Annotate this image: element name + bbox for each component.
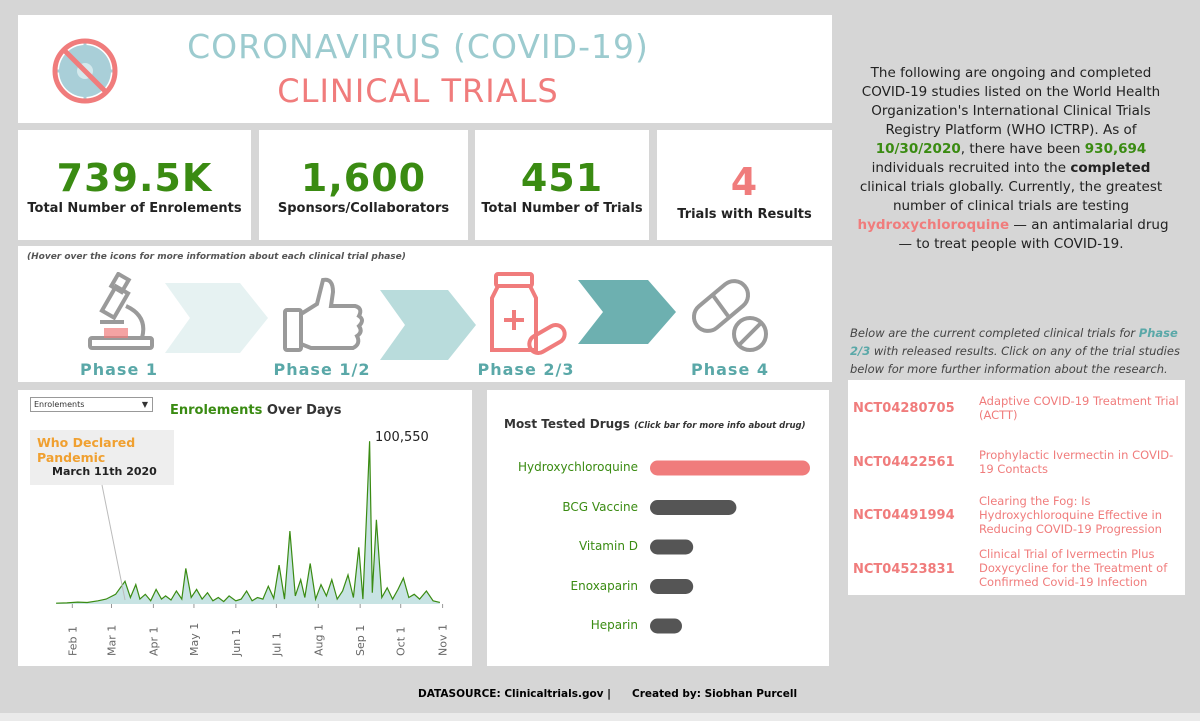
x-tick-label: Apr 1 bbox=[147, 626, 160, 656]
trial-id-2[interactable]: NCT04422561 bbox=[853, 455, 955, 470]
kpi-card-trials: 451 Total Number of Trials bbox=[475, 130, 649, 240]
title-panel: CORONAVIRUS (COVID-19) CLINICAL TRIALS bbox=[18, 15, 832, 123]
peak-label: 100,550 bbox=[375, 430, 429, 445]
kpi-card-sponsors: 1,600 Sponsors/Collaborators bbox=[259, 130, 468, 240]
kpi-value: 1,600 bbox=[300, 156, 427, 200]
medicine-bottle-icon[interactable] bbox=[484, 270, 568, 358]
trial-id-4[interactable]: NCT04523831 bbox=[853, 562, 955, 577]
trial-id-1[interactable]: NCT04280705 bbox=[853, 401, 955, 416]
microscope-icon[interactable] bbox=[86, 272, 156, 356]
info-count: 930,694 bbox=[1084, 141, 1147, 157]
drug-label[interactable]: Heparin bbox=[590, 618, 638, 632]
info-text-1: The following are ongoing and completed … bbox=[861, 65, 1161, 138]
drug-bar[interactable] bbox=[650, 618, 682, 634]
x-tick-label: Sep 1 bbox=[354, 625, 367, 656]
info-text-2: , there have been bbox=[960, 141, 1081, 157]
x-tick-label: May 1 bbox=[188, 623, 201, 656]
phase-label-3: Phase 2/3 bbox=[477, 360, 575, 379]
bottom-divider bbox=[0, 713, 1200, 721]
x-tick-label: Nov 1 bbox=[437, 624, 450, 656]
info-paragraph: The following are ongoing and completed … bbox=[848, 64, 1174, 254]
completed-trials-intro: Below are the current completed clinical… bbox=[850, 324, 1186, 378]
below-phase: Phase 2/3 bbox=[850, 326, 1178, 358]
trial-name-2[interactable]: Prophylactic Ivermectin in COVID-19 Cont… bbox=[979, 448, 1174, 476]
x-tick-label: Aug 1 bbox=[312, 624, 325, 656]
kpi-value: 739.5K bbox=[56, 156, 213, 200]
drug-bar[interactable] bbox=[650, 539, 694, 555]
title-green: Enrolements bbox=[170, 403, 263, 418]
measure-dropdown[interactable]: Enrolements ▼ bbox=[30, 397, 153, 412]
kpi-card-results: 4 Trials with Results bbox=[657, 130, 832, 240]
title-line1: CORONAVIRUS (COVID-19) bbox=[187, 27, 649, 66]
kpi-label: Total Number of Trials bbox=[481, 201, 643, 216]
arrow-1 bbox=[165, 283, 268, 353]
dropdown-value: Enrolements bbox=[34, 400, 85, 409]
arrow-2 bbox=[380, 290, 476, 360]
drugs-bar-chart bbox=[650, 460, 810, 634]
drugs-subtitle: (Click bar for more info about drug) bbox=[634, 421, 806, 431]
phase-label-4: Phase 4 bbox=[691, 360, 769, 379]
enrolement-area bbox=[56, 441, 440, 604]
arrow-3 bbox=[578, 280, 676, 344]
kpi-label: Trials with Results bbox=[677, 207, 812, 222]
x-tick-label: Feb 1 bbox=[66, 626, 79, 656]
info-completed: completed bbox=[1070, 160, 1151, 176]
drug-label[interactable]: Hydroxychloroquine bbox=[517, 460, 638, 474]
trial-name-4[interactable]: Clinical Trial of Ivermectin Plus Doxycy… bbox=[979, 547, 1168, 589]
phase-label-1: Phase 1 bbox=[80, 360, 158, 379]
thumbs-up-icon[interactable] bbox=[281, 274, 367, 354]
x-tick-label: Oct 1 bbox=[395, 626, 408, 656]
annotation-title: Who Declared Pandemic bbox=[37, 435, 136, 465]
drug-label[interactable]: BCG Vaccine bbox=[562, 499, 638, 514]
drugs-chart-title: Most Tested Drugs (Click bar for more in… bbox=[504, 417, 805, 431]
chevron-down-icon: ▼ bbox=[141, 400, 148, 409]
below-text-2: with released results. Click on any of t… bbox=[850, 344, 1180, 376]
trials-panel bbox=[848, 380, 1185, 595]
kpi-value: 451 bbox=[520, 156, 604, 200]
pandemic-annotation: Who Declared Pandemic March 11th 2020 bbox=[30, 430, 174, 485]
phases-note: (Hover over the icons for more informati… bbox=[27, 252, 406, 262]
info-drug: hydroxychloroquine bbox=[857, 217, 1010, 233]
kpi-label: Total Number of Enrolements bbox=[27, 201, 242, 216]
drugs-title: Most Tested Drugs bbox=[504, 417, 630, 431]
enrolement-area-chart: Feb 1 Mar 1 Apr 1 May 1 Jun 1 Jul 1 Aug 1 Sep 1… bbox=[56, 441, 450, 657]
footer-datasource: DATASOURCE: Clinicaltrials.gov | bbox=[418, 688, 612, 700]
kpi-value: 4 bbox=[730, 160, 759, 204]
drug-bar[interactable] bbox=[650, 460, 810, 476]
below-text-1: Below are the current completed clinical… bbox=[850, 326, 1136, 340]
title-rest: Over Days bbox=[262, 403, 342, 418]
info-text-5: — an antimalarial drug — to treat people… bbox=[898, 217, 1169, 252]
trial-id-3[interactable]: NCT04491994 bbox=[853, 508, 955, 523]
x-tick-label: Jun 1 bbox=[230, 628, 243, 657]
trial-name-1[interactable]: Adaptive COVID-19 Treatment Trial (ACTT) bbox=[979, 394, 1179, 422]
drug-label[interactable]: Enoxaparin bbox=[570, 578, 638, 593]
trial-name-3[interactable]: Clearing the Fog: Is Hydroxychloroquine … bbox=[979, 494, 1162, 536]
kpi-label: Sponsors/Collaborators bbox=[277, 201, 450, 216]
info-text-4: clinical trials globally. Currently, the… bbox=[859, 179, 1163, 214]
title-line2: CLINICAL TRIALS bbox=[277, 72, 559, 110]
enrolement-line bbox=[56, 441, 441, 604]
x-tick-label: Mar 1 bbox=[106, 625, 119, 656]
info-text-3: individuals recruited into the bbox=[871, 160, 1067, 176]
info-date: 10/30/2020 bbox=[875, 141, 961, 157]
phase-label-2: Phase 1/2 bbox=[273, 360, 371, 379]
annotation-leader bbox=[101, 484, 126, 601]
drug-label[interactable]: Vitamin D bbox=[578, 539, 638, 553]
phase-arrows bbox=[165, 280, 676, 360]
drug-bar[interactable] bbox=[650, 500, 737, 515]
footer-created: Created by: Siobhan Purcell bbox=[632, 688, 798, 700]
x-tick-label: Jul 1 bbox=[270, 632, 283, 657]
pill-icon[interactable] bbox=[686, 272, 772, 358]
drug-bar[interactable] bbox=[650, 579, 694, 594]
kpi-card-enrolements: 739.5K Total Number of Enrolements bbox=[18, 130, 251, 240]
annotation-date: March 11th 2020 bbox=[52, 465, 157, 478]
no-virus-icon bbox=[52, 38, 118, 104]
enrolement-chart-title: Enrolements Over Days bbox=[170, 403, 342, 418]
